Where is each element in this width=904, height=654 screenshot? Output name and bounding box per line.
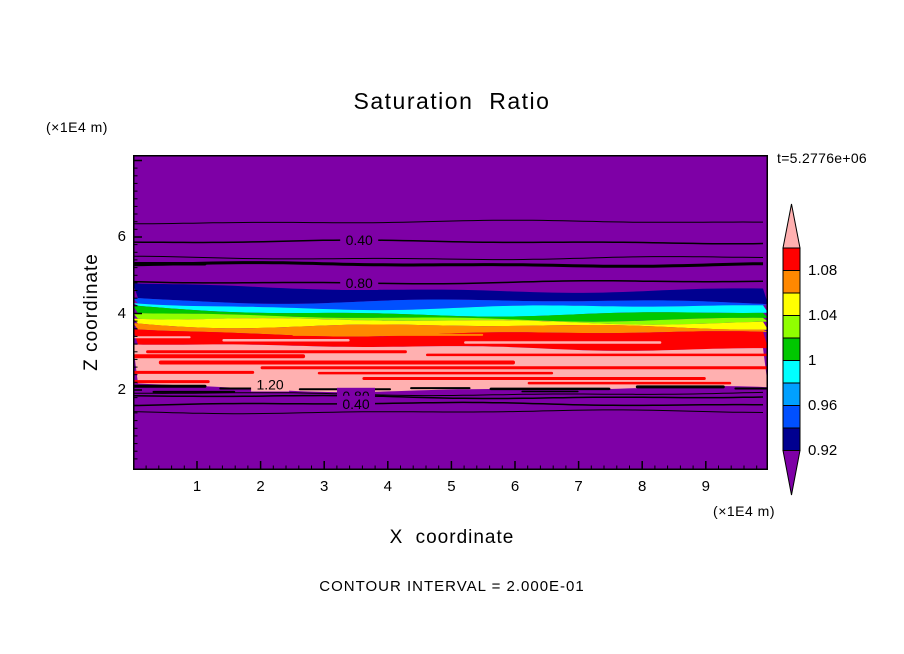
colorbar-segment xyxy=(782,360,801,384)
y-tick-label: 6 xyxy=(117,228,126,245)
x-axis-unit-label: (×1E4 m) xyxy=(713,503,775,519)
contour-interval-note: CONTOUR INTERVAL = 2.000E-01 xyxy=(319,578,585,595)
saturation-band xyxy=(133,329,768,351)
colorbar-bottom-arrow xyxy=(782,450,801,496)
x-tick-label: 7 xyxy=(574,478,583,495)
colorbar-tick-label: 0.92 xyxy=(808,441,838,459)
colorbar-segment xyxy=(782,292,801,316)
contour-line xyxy=(133,239,764,245)
streak xyxy=(317,371,554,375)
colorbar-tick-label: 1.04 xyxy=(808,306,838,324)
saturation-streaks xyxy=(133,333,768,385)
y-axis-unit-label: (×1E4 m) xyxy=(46,119,108,135)
streak xyxy=(158,360,516,365)
x-tick-label: 8 xyxy=(638,478,647,495)
streak xyxy=(133,370,255,374)
plot-frame xyxy=(133,155,768,470)
colorbar-segment xyxy=(782,427,801,451)
colorbar-segment xyxy=(782,382,801,406)
contour-dash xyxy=(152,390,236,393)
contour-lines xyxy=(133,219,764,415)
contour-line xyxy=(133,280,764,285)
contour-label: 1.20 xyxy=(256,377,283,393)
y-tick-label: 2 xyxy=(117,381,126,398)
saturation-band xyxy=(133,318,768,330)
saturation-band xyxy=(133,303,768,317)
colorbar xyxy=(782,203,801,496)
x-tick-label: 9 xyxy=(701,478,710,495)
colorbar-segment xyxy=(782,315,801,339)
colorbar-tick-label: 1.08 xyxy=(808,261,838,279)
colorbar-segment xyxy=(782,337,801,361)
saturation-band xyxy=(133,283,768,305)
x-axis-title: X coordinate xyxy=(389,527,515,548)
contour-line xyxy=(133,261,764,268)
x-tick-label: 4 xyxy=(383,478,392,495)
x-tick-label: 3 xyxy=(320,478,329,495)
streak xyxy=(133,336,191,339)
contour-dash xyxy=(133,384,207,388)
streak xyxy=(292,333,484,336)
streak xyxy=(260,366,768,370)
contour-label: 0.40 xyxy=(342,396,369,412)
contour-label: 0.40 xyxy=(346,232,373,248)
streak xyxy=(426,353,768,357)
contour-dash xyxy=(521,390,579,393)
streak xyxy=(146,350,407,354)
streak xyxy=(527,381,732,385)
saturation-band xyxy=(133,313,768,325)
contour-dash xyxy=(635,385,725,389)
y-tick-label: 4 xyxy=(117,304,126,322)
colorbar-segment xyxy=(782,247,801,271)
x-tick-label: 2 xyxy=(256,478,265,495)
contour-line xyxy=(133,409,764,415)
x-tick-label: 5 xyxy=(447,478,456,495)
colorbar-segment xyxy=(782,270,801,294)
contour-plot: 0.400.800.800.401.20 xyxy=(133,155,768,470)
streak xyxy=(133,354,306,359)
streak xyxy=(362,377,706,380)
contour-line xyxy=(133,255,764,261)
contour-line xyxy=(133,219,763,225)
streak xyxy=(133,380,210,384)
colorbar-tick-label: 0.96 xyxy=(808,396,838,414)
contour-line xyxy=(133,401,763,407)
contour-dash xyxy=(734,387,768,390)
saturation-band xyxy=(133,323,768,337)
streak xyxy=(464,341,662,344)
contour-labels: 0.400.800.800.401.20 xyxy=(251,232,379,412)
colorbar-segment xyxy=(782,405,801,429)
contour-dash xyxy=(489,387,611,391)
saturation-band xyxy=(133,297,768,311)
streak xyxy=(222,339,350,342)
colorbar-tick-label: 1 xyxy=(808,351,817,369)
contour-label: 0.80 xyxy=(346,275,373,291)
contour-dash xyxy=(410,387,471,390)
chart-title: Saturation Ratio xyxy=(353,88,551,114)
contour-line xyxy=(133,394,764,400)
x-tick-label: 1 xyxy=(192,478,202,495)
time-label: t=5.2776e+06 xyxy=(777,150,868,166)
contour-line xyxy=(133,391,764,397)
saturation-band xyxy=(133,305,768,322)
colorbar-top-arrow xyxy=(782,203,801,249)
x-tick-label: 6 xyxy=(510,478,520,495)
color-bands xyxy=(133,283,768,393)
